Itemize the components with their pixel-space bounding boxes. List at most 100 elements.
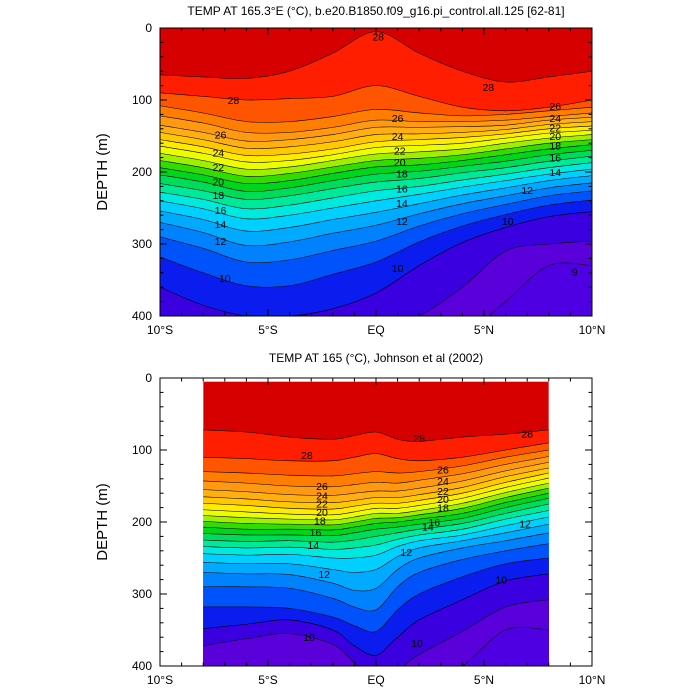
contour-label: 24 <box>437 476 449 488</box>
contour-label: 14 <box>422 521 434 533</box>
x-tick-label: 5°S <box>258 323 277 337</box>
isotherm-line <box>203 503 549 543</box>
contour-label: 16 <box>215 205 227 217</box>
contour-label: 14 <box>308 540 320 552</box>
isotherm-line <box>203 467 549 503</box>
contour-label: 12 <box>400 547 412 559</box>
isotherm-line <box>160 182 592 247</box>
contour-label: 10 <box>411 638 423 650</box>
y-tick-label: 100 <box>132 443 152 457</box>
x-tick-label: 10°S <box>147 673 173 687</box>
isotherm-line <box>203 599 549 666</box>
contour-field: 2828282626242422222020181816161414121212… <box>203 381 549 666</box>
isotherm-line <box>203 492 549 531</box>
isotherm-line <box>203 573 549 656</box>
x-tick-label: EQ <box>367 673 384 687</box>
x-tick-label: 5°S <box>258 673 277 687</box>
contour-label: 12 <box>215 236 227 248</box>
isotherm-line <box>203 461 549 496</box>
isotherm-line <box>203 442 549 462</box>
contour-label: 20 <box>212 176 224 188</box>
panel-title: TEMP AT 165 (°C), Johnson et al (2002) <box>269 351 483 365</box>
contour-label: 18 <box>212 190 224 202</box>
isotherm-line <box>160 139 592 177</box>
isotherm-line <box>160 155 592 200</box>
temperature-band <box>282 627 549 666</box>
contour-label: 20 <box>394 157 406 169</box>
y-tick-label: 300 <box>132 237 152 251</box>
isotherm-line <box>203 510 549 550</box>
isotherm-line <box>203 472 549 510</box>
isotherm-line <box>203 523 549 573</box>
isotherm-line <box>160 129 592 163</box>
isotherm-line <box>160 144 592 185</box>
isotherm-line <box>160 162 592 210</box>
isotherm-line <box>203 516 549 559</box>
contour-label: 28 <box>228 95 240 107</box>
contour-field: 2828282626262424242222222020201818181616… <box>160 28 592 316</box>
y-tick-label: 400 <box>132 659 152 673</box>
contour-label: 14 <box>396 198 408 210</box>
isotherm-line <box>203 477 549 516</box>
contour-label: 20 <box>437 494 449 506</box>
contour-label: 28 <box>372 32 384 44</box>
isotherm-line <box>160 112 592 134</box>
y-tick-label: 0 <box>145 371 152 385</box>
y-tick-label: 0 <box>145 21 152 35</box>
isotherm-line <box>203 456 549 488</box>
contour-label: 10 <box>502 216 514 228</box>
y-tick-label: 300 <box>132 587 152 601</box>
isotherm-line <box>160 190 592 264</box>
contour-label: 22 <box>437 486 449 498</box>
isotherm-line <box>160 211 592 316</box>
isotherm-line <box>160 85 592 112</box>
contour-label: 10 <box>495 575 507 587</box>
contour-label: 20 <box>316 507 328 519</box>
isotherm-line <box>203 487 549 526</box>
contour-label: 28 <box>301 450 313 462</box>
contour-label: 22 <box>212 162 224 174</box>
isotherm-line <box>418 240 592 316</box>
x-tick-label: EQ <box>367 323 384 337</box>
contour-label: 24 <box>392 131 404 143</box>
contour-label: 24 <box>212 148 224 160</box>
isotherm-line <box>160 105 592 123</box>
isotherm-line <box>203 429 549 442</box>
contour-label: 16 <box>396 184 408 196</box>
temperature-band <box>203 599 549 666</box>
contour-label: 22 <box>316 498 328 510</box>
y-tick-label: 100 <box>132 93 152 107</box>
contour-label: 12 <box>519 518 531 530</box>
contour-label: 28 <box>413 433 425 445</box>
model-temperature-panel: TEMP AT 165.3°E (°C), b.e20.B1850.f09_g1… <box>94 4 606 337</box>
temperature-band <box>488 262 592 316</box>
contour-label: 20 <box>549 131 561 143</box>
contour-label: 26 <box>392 113 404 125</box>
contour-label: 9 <box>572 266 578 278</box>
x-tick-label: 10°N <box>579 323 606 337</box>
panel-title: TEMP AT 165.3°E (°C), b.e20.B1850.f09_g1… <box>187 4 564 18</box>
isotherm-line <box>203 543 549 612</box>
x-tick-label: 10°S <box>147 323 173 337</box>
isotherm-line <box>160 121 592 149</box>
x-tick-label: 5°N <box>474 673 494 687</box>
contour-label: 18 <box>549 140 561 152</box>
isotherm-line <box>203 497 549 537</box>
contour-label: 18 <box>314 516 326 528</box>
y-tick-label: 200 <box>132 165 152 179</box>
contour-label: 28 <box>521 428 533 440</box>
x-tick-label: 10°N <box>579 673 606 687</box>
isotherm-line <box>160 150 592 192</box>
isotherm-line <box>160 168 592 220</box>
contour-label: 26 <box>316 481 328 493</box>
isotherm-line <box>160 199 592 288</box>
isotherm-line <box>203 482 549 521</box>
isotherm-line <box>160 117 592 142</box>
y-axis-label: DEPTH (m) <box>94 133 111 211</box>
contour-label: 18 <box>396 168 408 180</box>
isotherm-line <box>160 175 592 232</box>
contour-label: 16 <box>428 517 440 529</box>
contour-label: 26 <box>215 130 227 142</box>
contour-label: 26 <box>549 101 561 113</box>
